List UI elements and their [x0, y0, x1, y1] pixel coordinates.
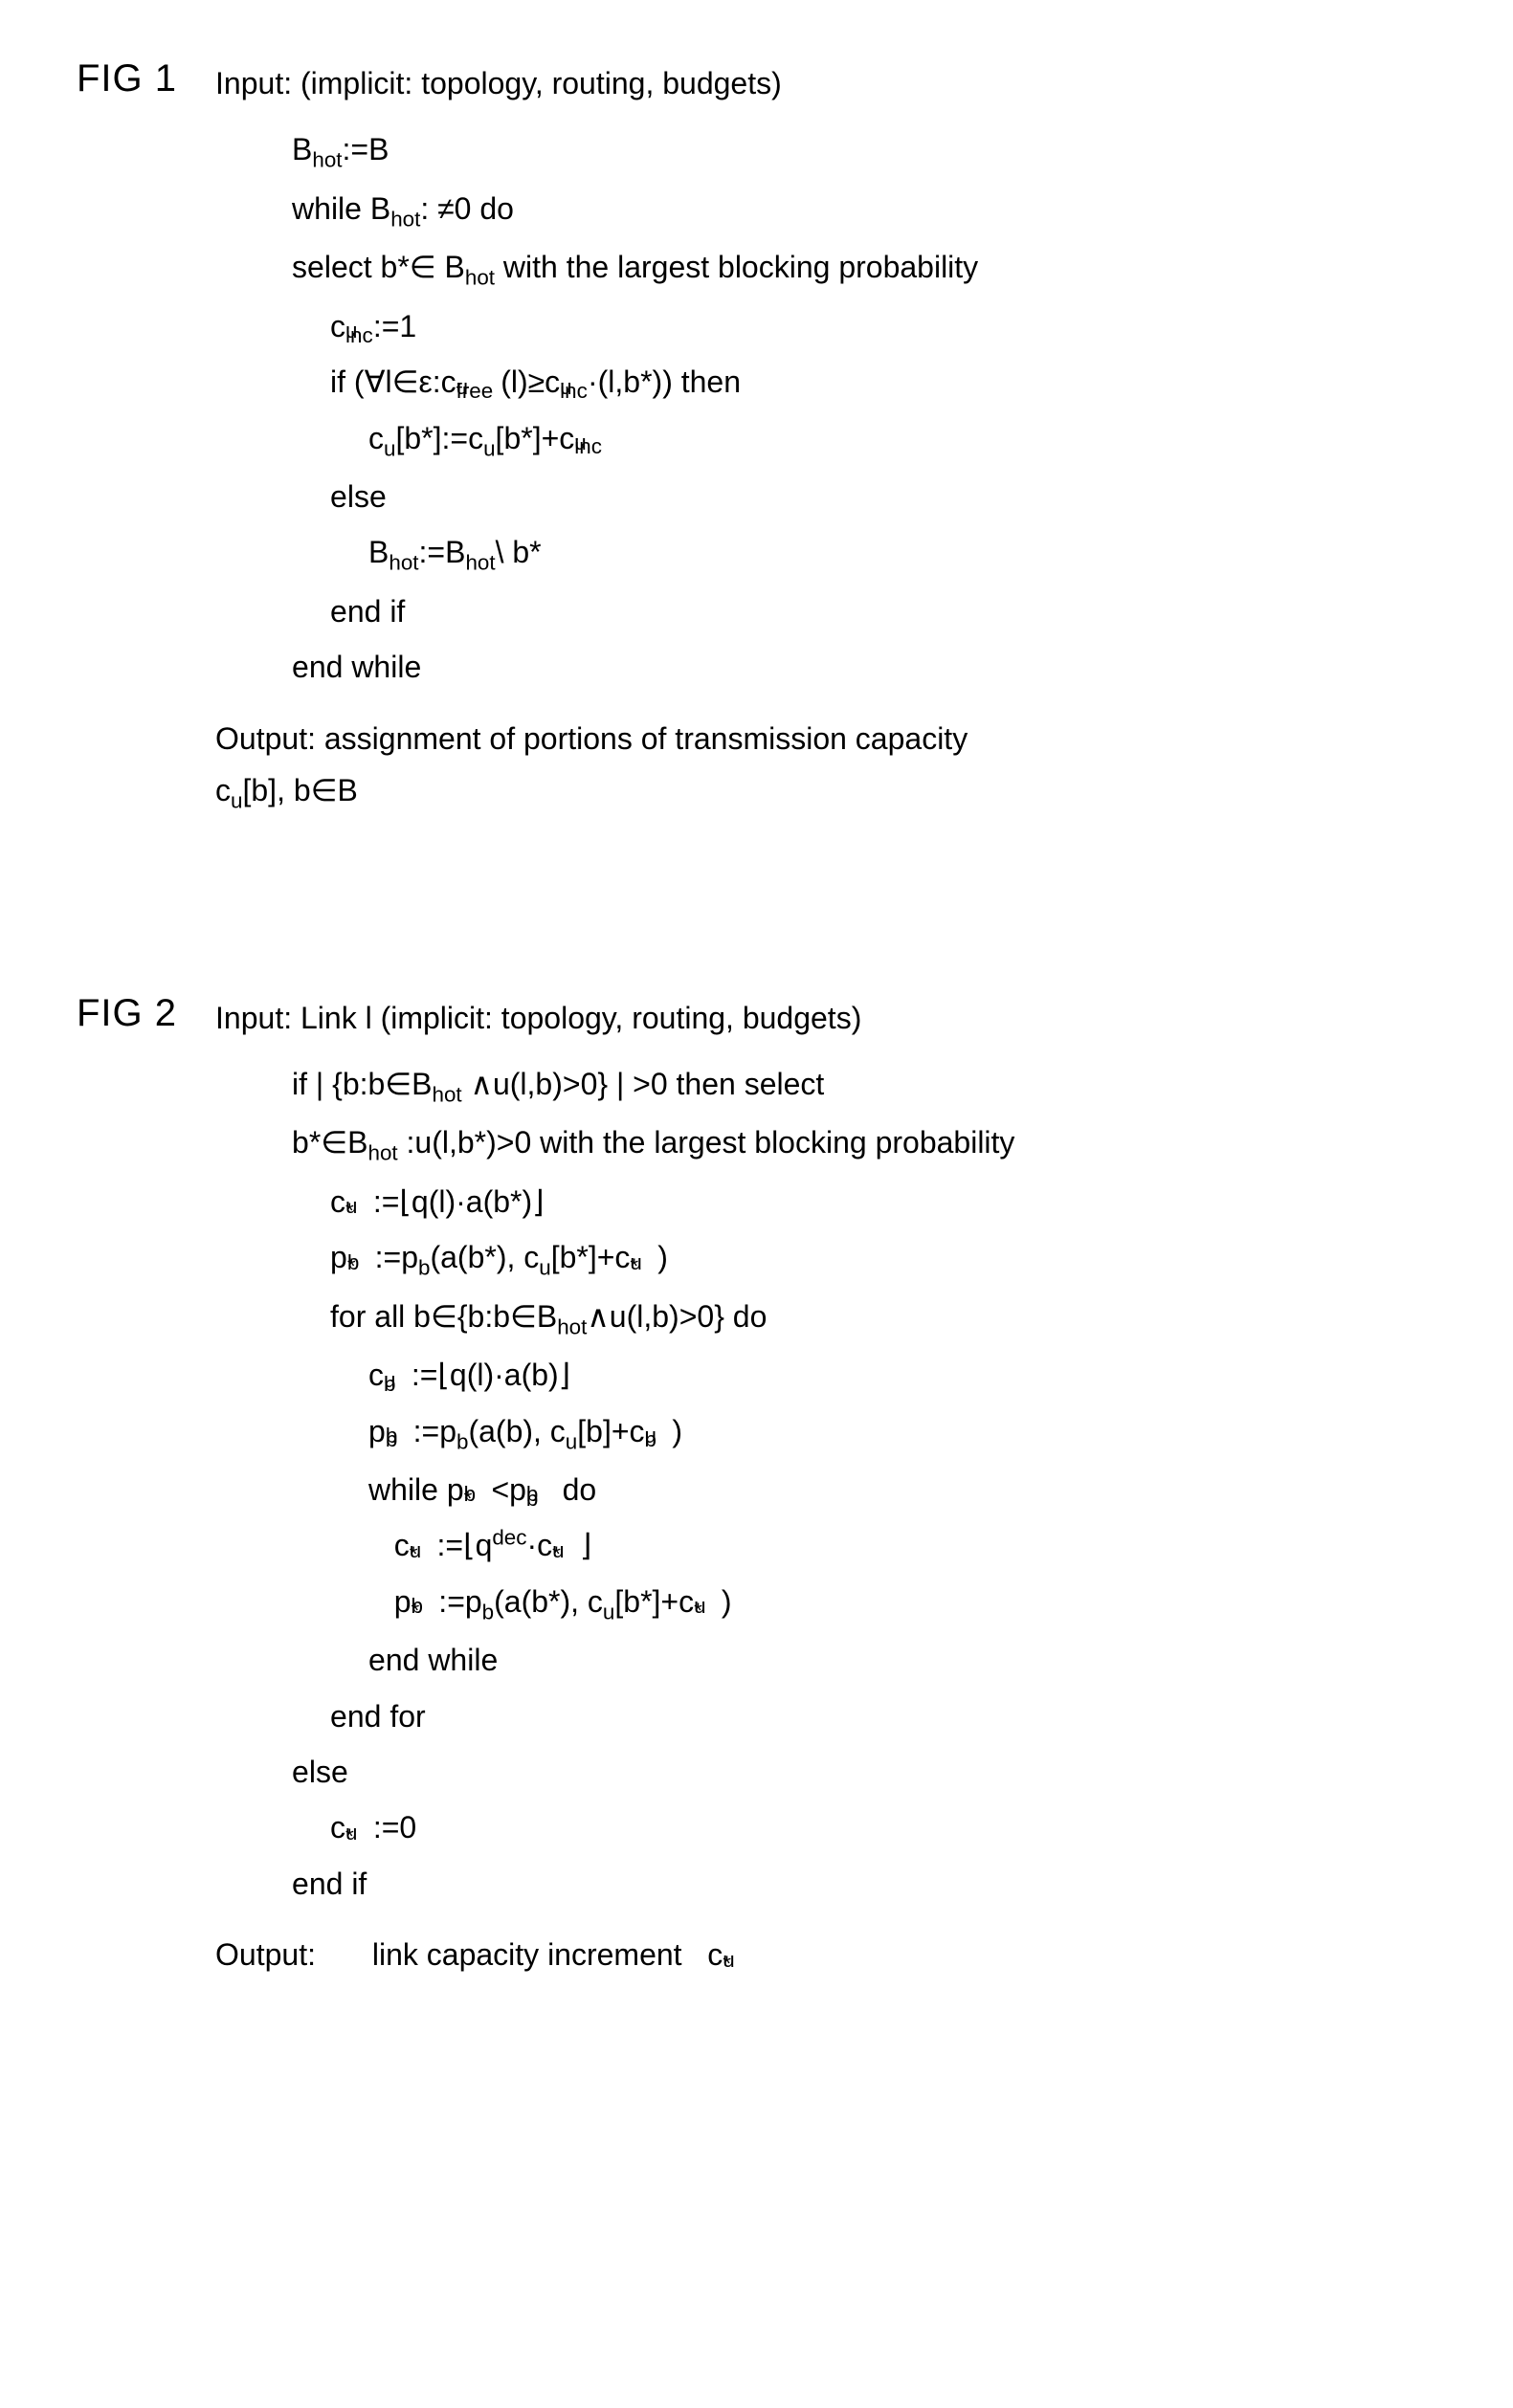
fig2-output-prefix: Output: — [215, 1929, 316, 1980]
fig2-label: FIG 2 — [77, 992, 177, 1035]
code-line: Bhot:=Bhot\ b* — [254, 526, 1436, 581]
fig1-input-line: Input: (implicit: topology, routing, bud… — [215, 57, 1436, 109]
fig2-input-text: Link l (implicit: topology, routing, bud… — [292, 1001, 861, 1035]
fig1-label: FIG 1 — [77, 57, 177, 100]
figure-2: FIG 2 Input: Link l (implicit: topology,… — [77, 992, 1436, 1981]
code-line: Bhot:=B — [254, 123, 1436, 178]
code-line: else — [254, 471, 1436, 522]
code-line: end while — [254, 641, 1436, 693]
fig1-output-prefix: Output: — [215, 721, 316, 756]
code-line: for all b∈{b:b∈Bhot∧u(l,b)>0} do — [254, 1291, 1436, 1345]
fig2-output-label: link capacity increment c*u — [372, 1929, 750, 1980]
fig1-output-text: assignment of portions of transmission c… — [316, 721, 968, 756]
figure-1: FIG 1 Input: (implicit: topology, routin… — [77, 57, 1436, 820]
fig2-body: Input: Link l (implicit: topology, routi… — [215, 992, 1436, 1981]
code-line: c*u:=⌊q(l)·a(b*)⌋ — [254, 1176, 1436, 1227]
code-line: c*u:=⌊qdec·c*u⌋ — [254, 1519, 1436, 1571]
fig2-input-line: Input: Link l (implicit: topology, routi… — [215, 992, 1436, 1044]
code-line: p*b:=pb(a(b*), cu[b*]+c*u) — [254, 1231, 1436, 1286]
code-line: if | {b:b∈Bhot ∧u(l,b)>0} | >0 then sele… — [254, 1058, 1436, 1113]
code-line: if (∀l∈ε:cfreeu (l)≥cincu·(l,b*)) then — [254, 356, 1436, 408]
fig1-output: Output: assignment of portions of transm… — [215, 713, 1436, 820]
code-line: cincu:=1 — [254, 300, 1436, 352]
code-line: while Bhot: ≠0 do — [254, 183, 1436, 237]
fig2-output-label-text: link capacity increment — [372, 1937, 682, 1972]
fig2-output: Output: link capacity increment c*u — [215, 1929, 1436, 1980]
fig2-output-symbol: c*u — [707, 1937, 750, 1972]
code-line: end if — [254, 1858, 1436, 1910]
code-line: pbb:=pb(a(b), cu[b]+cbu) — [254, 1405, 1436, 1460]
code-line: cbu:=⌊q(l)·a(b)⌋ — [254, 1349, 1436, 1401]
code-line: else — [254, 1746, 1436, 1798]
code-line: b*∈Bhot :u(l,b*)>0 with the largest bloc… — [254, 1116, 1436, 1171]
fig1-output-line2: cu[b], b∈B — [215, 764, 1436, 819]
code-line: select b*∈ Bhot with the largest blockin… — [254, 241, 1436, 296]
code-line: cu[b*]:=cu[b*]+cincu — [254, 412, 1436, 467]
code-line: end if — [254, 585, 1436, 637]
code-line: c*u:=0 — [254, 1801, 1436, 1853]
fig1-body: Input: (implicit: topology, routing, bud… — [215, 57, 1436, 820]
fig1-code: Bhot:=Bwhile Bhot: ≠0 doselect b*∈ Bhot … — [215, 123, 1436, 693]
code-line: end while — [254, 1634, 1436, 1686]
fig2-code: if | {b:b∈Bhot ∧u(l,b)>0} | >0 then sele… — [215, 1058, 1436, 1910]
code-line: p*b:=pb(a(b*), cu[b*]+c*u) — [254, 1576, 1436, 1630]
code-line: while p*b<pbb do — [254, 1464, 1436, 1515]
fig1-input-prefix: Input: — [215, 66, 292, 100]
code-line: end for — [254, 1690, 1436, 1742]
fig2-input-prefix: Input: — [215, 1001, 292, 1035]
fig1-input-text: (implicit: topology, routing, budgets) — [292, 66, 782, 100]
